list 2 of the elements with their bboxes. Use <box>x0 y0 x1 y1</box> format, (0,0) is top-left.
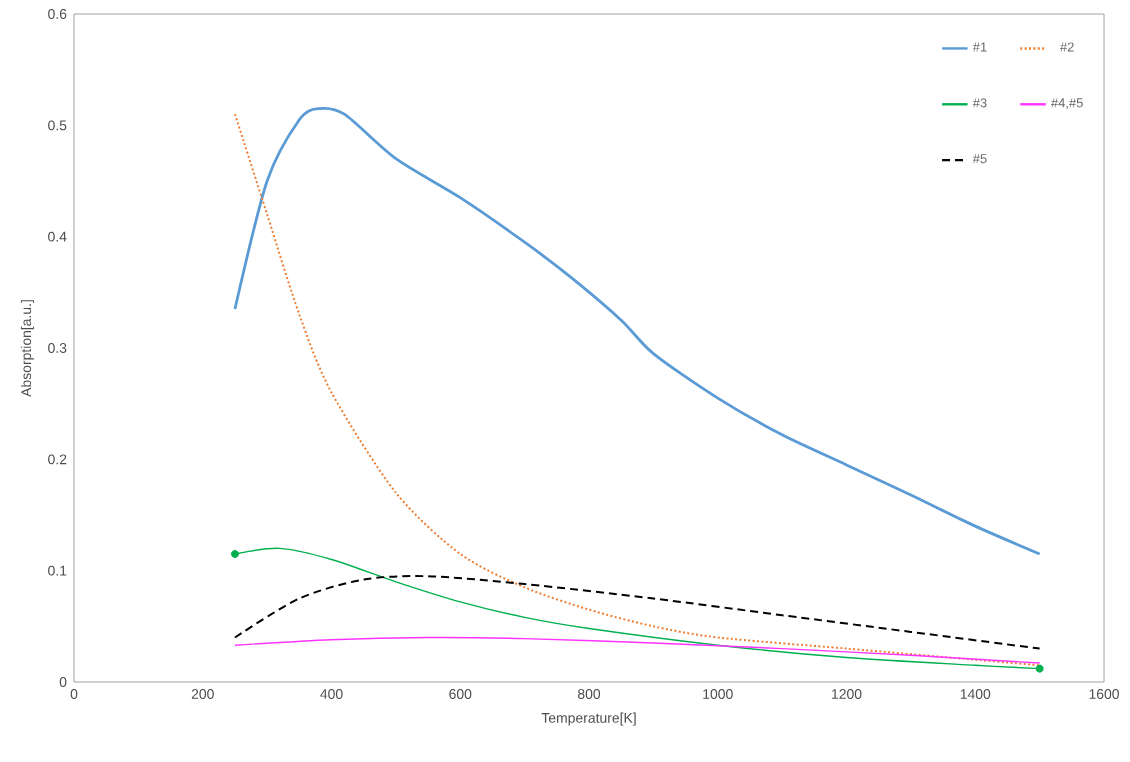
line-series <box>233 575 1041 650</box>
line-series <box>233 106 1042 556</box>
